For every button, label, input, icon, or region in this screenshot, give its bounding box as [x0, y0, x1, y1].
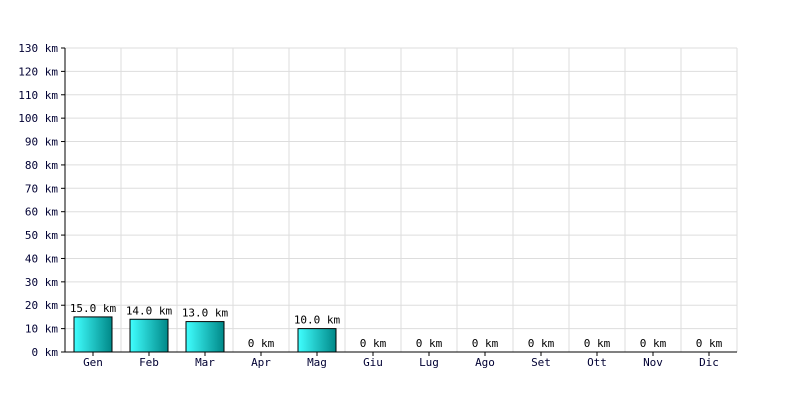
- y-tick-label: 50 km: [25, 229, 58, 242]
- y-tick-label: 70 km: [25, 182, 58, 195]
- y-tick-label: 0 km: [32, 346, 59, 359]
- x-tick-label: Feb: [139, 356, 159, 369]
- data-label: 14.0 km: [126, 304, 173, 317]
- x-tick-label: Mag: [307, 356, 327, 369]
- data-labels: 15.0 km 14.0 km 13.0 km 0 km 10.0 km 0 km 0 km…: [70, 302, 723, 350]
- y-tick-label: 40 km: [25, 252, 58, 265]
- data-label: 0 km: [248, 337, 275, 350]
- bar-mag: [297, 328, 337, 353]
- y-tick-label: 20 km: [25, 299, 58, 312]
- x-tick-labels: Gen Feb Mar Apr Mag Giu Lug Ago Set Ott Nov Dic: [83, 356, 719, 369]
- data-label: 0 km: [696, 337, 723, 350]
- bar-gen: [73, 316, 113, 353]
- y-tick-label: 30 km: [25, 276, 58, 289]
- y-tick-label: 120 km: [18, 65, 58, 78]
- x-tick-label: Ago: [475, 356, 495, 369]
- x-tick-label: Mar: [195, 356, 215, 369]
- data-label: 0 km: [472, 337, 499, 350]
- x-tick-label: Gen: [83, 356, 103, 369]
- x-tick-label: Dic: [699, 356, 719, 369]
- grid-lines: [65, 47, 738, 352]
- bar-feb: [129, 318, 169, 353]
- x-tick-label: Apr: [251, 356, 271, 369]
- y-tick-labels: 0 km 10 km 20 km 30 km 40 km 50 km 60 km 70 km 8…: [18, 42, 58, 359]
- x-tick-label: Set: [531, 356, 551, 369]
- x-tick-label: Lug: [419, 356, 439, 369]
- data-label: 0 km: [640, 337, 667, 350]
- y-tick-label: 10 km: [25, 323, 58, 336]
- y-tick-label: 130 km: [18, 42, 58, 55]
- y-tick-label: 90 km: [25, 136, 58, 149]
- y-tick-label: 60 km: [25, 206, 58, 219]
- y-tick-label: 110 km: [18, 89, 58, 102]
- data-label: 0 km: [360, 337, 387, 350]
- data-label: 13.0 km: [182, 307, 229, 320]
- data-label: 0 km: [416, 337, 443, 350]
- data-label: 15.0 km: [70, 302, 117, 315]
- x-tick-label: Ott: [587, 356, 607, 369]
- x-tick-label: Giu: [363, 356, 383, 369]
- data-label: 10.0 km: [294, 314, 341, 327]
- data-label: 0 km: [528, 337, 555, 350]
- data-label: 0 km: [584, 337, 611, 350]
- axes-group: [61, 47, 737, 356]
- y-tick-label: 80 km: [25, 159, 58, 172]
- x-tick-label: Nov: [643, 356, 663, 369]
- y-tick-label: 100 km: [18, 112, 58, 125]
- bar-mar: [185, 321, 225, 353]
